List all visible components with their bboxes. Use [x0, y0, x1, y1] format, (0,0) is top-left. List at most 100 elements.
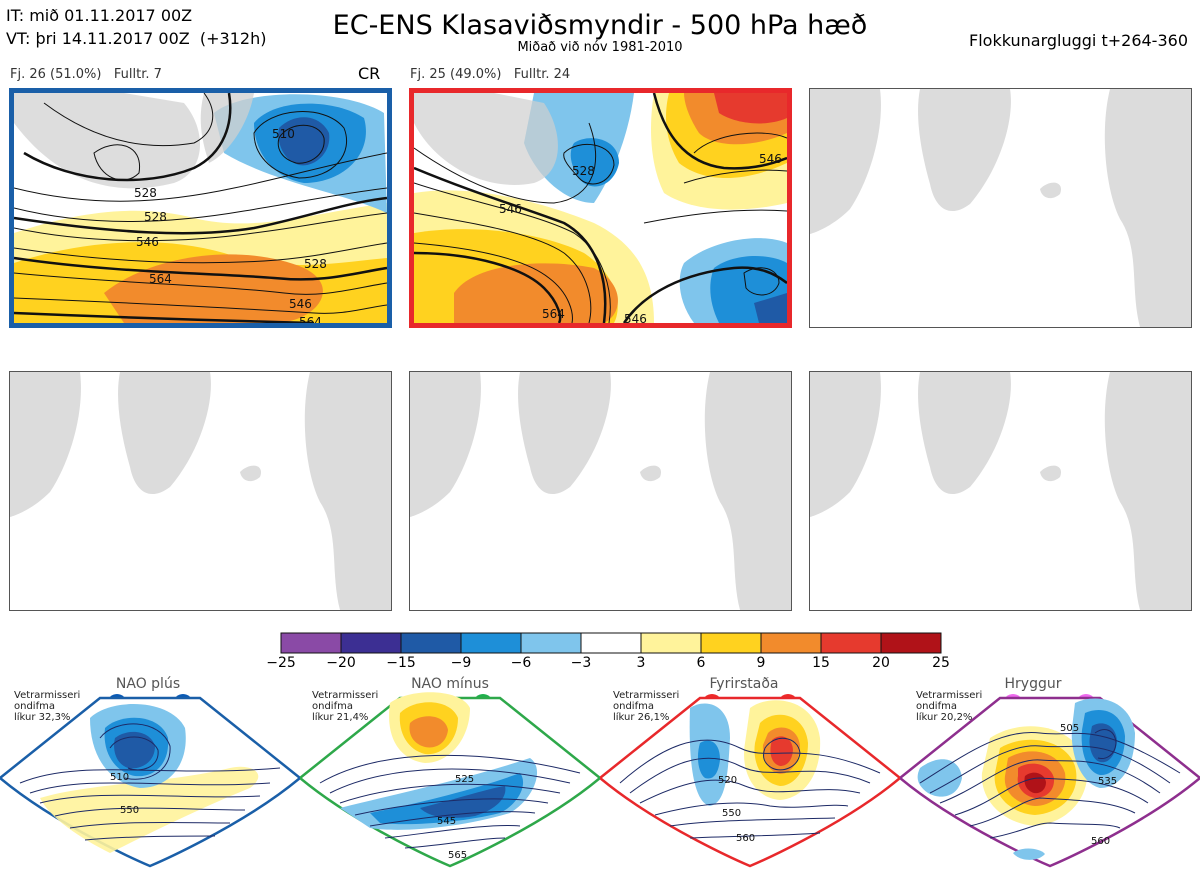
- regime-3-note: Vetrarmisseri ondifma líkur 26,1%: [613, 690, 679, 723]
- colorbar-swatch: [460, 632, 522, 654]
- colorbar-tick-label: 15: [812, 655, 830, 671]
- cluster-1-contour-label: 528: [144, 210, 167, 224]
- colorbar-tick-label: −25: [266, 655, 296, 671]
- empty-map-graphic: [10, 372, 391, 610]
- regime-1-map: 510 550: [0, 696, 300, 868]
- cluster-1-count: Fj. 26 (51.0%): [10, 67, 102, 82]
- cluster-2-caption: Fj. 25 (49.0%) Fulltr. 24: [410, 67, 570, 82]
- cluster-1-contour-label: 546: [136, 235, 159, 249]
- cluster-1-contour-label: 564: [149, 272, 172, 286]
- cluster-2-contour-label: 546: [759, 152, 782, 166]
- regime-3-name: Fyrirstaða: [709, 676, 779, 692]
- cluster-2-map: 528 546 564 546 546: [409, 88, 792, 328]
- regime-4-note-line: líkur 20,2%: [916, 712, 973, 723]
- regime-4-name: Hryggur: [1004, 676, 1062, 692]
- colorbar-swatch: [640, 632, 702, 654]
- regime-4-contour-label: 505: [1060, 723, 1079, 734]
- valid-time: VT: þri 14.11.2017 00Z: [6, 29, 190, 48]
- cluster-2-count: Fj. 25 (49.0%): [410, 67, 502, 82]
- anomaly-colorbar: [280, 632, 944, 658]
- cluster-2-contour-label: 546: [624, 312, 647, 323]
- colorbar-tick-label: 25: [932, 655, 950, 671]
- cluster-2-contour-label: 528: [572, 164, 595, 178]
- empty-map-graphic: [810, 372, 1191, 610]
- empty-map-graphic: [410, 372, 791, 610]
- regime-2-name: NAO mínus: [411, 676, 489, 692]
- regime-3-note-line: ondifma: [613, 701, 654, 712]
- regime-3-note-line: Vetrarmisseri: [613, 690, 680, 701]
- empty-cluster-map-5: [409, 371, 792, 611]
- cluster-2-map-graphic: 528 546 564 546 546: [414, 93, 787, 323]
- regime-4-note-line: Vetrarmisseri: [916, 690, 983, 701]
- regime-1-note-line: ondifma: [14, 701, 55, 712]
- regime-3-contour-label: 550: [722, 808, 741, 819]
- regime-2-contour-label: 545: [437, 816, 456, 827]
- regime-1-note-line: líkur 32,3%: [14, 712, 71, 723]
- cluster-2-contour-label: 546: [499, 202, 522, 216]
- colorbar-swatch: [520, 632, 582, 654]
- regime-1-note: Vetrarmisseri ondifma líkur 32,3%: [14, 690, 80, 723]
- colorbar-swatch: [400, 632, 462, 654]
- regime-3-note-line: líkur 26,1%: [613, 712, 670, 723]
- colorbar-tick-label: −6: [510, 655, 532, 671]
- lead-time: (+312h): [199, 29, 267, 48]
- page-subtitle: Miðað við nóv 1981-2010: [517, 40, 683, 55]
- regime-1-contour-label: 510: [110, 772, 129, 783]
- regime-2-contour-label: 525: [455, 774, 474, 785]
- regime-2-note-line: Vetrarmisseri: [312, 690, 379, 701]
- colorbar-tick-label: −15: [386, 655, 416, 671]
- colorbar-swatch: [280, 632, 342, 654]
- regime-4-contour-label: 535: [1098, 776, 1117, 787]
- cluster-1-contour-label: 510: [272, 127, 295, 141]
- regime-4-map: 505 535 560: [900, 696, 1200, 868]
- regime-1-name: NAO plús: [115, 676, 181, 692]
- colorbar-tick-label: 3: [636, 655, 646, 671]
- regime-2-contour-label: 565: [448, 850, 467, 861]
- regime-3-contour-label: 560: [736, 833, 755, 844]
- regime-3-contour-label: 520: [718, 775, 737, 786]
- regime-4-note-line: ondifma: [916, 701, 957, 712]
- cluster-1-caption: Fj. 26 (51.0%) Fulltr. 7: [10, 67, 162, 82]
- regime-1-note-line: Vetrarmisseri: [14, 690, 81, 701]
- regime-3-map: 520 550 560: [600, 696, 900, 868]
- cluster-1-contour-label: 546: [289, 297, 312, 311]
- colorbar-swatch: [340, 632, 402, 654]
- cluster-1-contour-label: 564: [299, 315, 322, 323]
- regime-2-note-line: líkur 21,4%: [312, 712, 369, 723]
- regime-2-map: 525 545 565: [300, 692, 600, 868]
- colorbar-tick-label: −20: [326, 655, 356, 671]
- colorbar-swatch: [880, 632, 942, 654]
- colorbar-tick-label: −3: [570, 655, 592, 671]
- colorbar-tick-label: −9: [450, 655, 472, 671]
- colorbar-tick-label: 9: [756, 655, 766, 671]
- cluster-2-contour-label: 564: [542, 307, 565, 321]
- cluster-1-representative: Fulltr. 7: [113, 67, 162, 82]
- colorbar-swatch: [760, 632, 822, 654]
- empty-cluster-map-6: [809, 371, 1192, 611]
- page-title: EC-ENS Klasaviðsmyndir - 500 hPa hæð: [332, 10, 868, 41]
- regime-4-contour-label: 560: [1091, 836, 1110, 847]
- colorbar-swatch: [580, 632, 642, 654]
- regime-4-note: Vetrarmisseri ondifma líkur 20,2%: [916, 690, 982, 723]
- colorbar-tick-label: 20: [872, 655, 890, 671]
- cluster-1-contour-label: 528: [304, 257, 327, 271]
- empty-cluster-map-3: [809, 88, 1192, 328]
- regime-2-note: Vetrarmisseri ondifma líkur 21,4%: [312, 690, 378, 723]
- valid-time-row: VT: þri 14.11.2017 00Z (+312h): [6, 27, 266, 50]
- cluster-1-map: 510 528 546 564 528 546 564 528: [9, 88, 392, 328]
- cluster-1-tag: CR: [358, 64, 381, 83]
- classification-window: Flokkunargluggi t+264-360: [969, 31, 1188, 50]
- colorbar-swatches: [280, 632, 942, 654]
- colorbar-swatch: [820, 632, 882, 654]
- cluster-1-map-graphic: 510 528 546 564 528 546 564 528: [14, 93, 387, 323]
- regime-1-contour-label: 550: [120, 805, 139, 816]
- cluster-1-contour-label: 528: [134, 186, 157, 200]
- run-info: IT: mið 01.11.2017 00Z VT: þri 14.11.201…: [6, 4, 266, 50]
- empty-map-graphic: [810, 89, 1191, 327]
- empty-cluster-map-4: [9, 371, 392, 611]
- cluster-2-representative: Fulltr. 24: [513, 67, 571, 82]
- regime-2-note-line: ondifma: [312, 701, 353, 712]
- init-time: IT: mið 01.11.2017 00Z: [6, 6, 193, 25]
- colorbar-swatch: [700, 632, 762, 654]
- colorbar-tick-label: 6: [696, 655, 706, 671]
